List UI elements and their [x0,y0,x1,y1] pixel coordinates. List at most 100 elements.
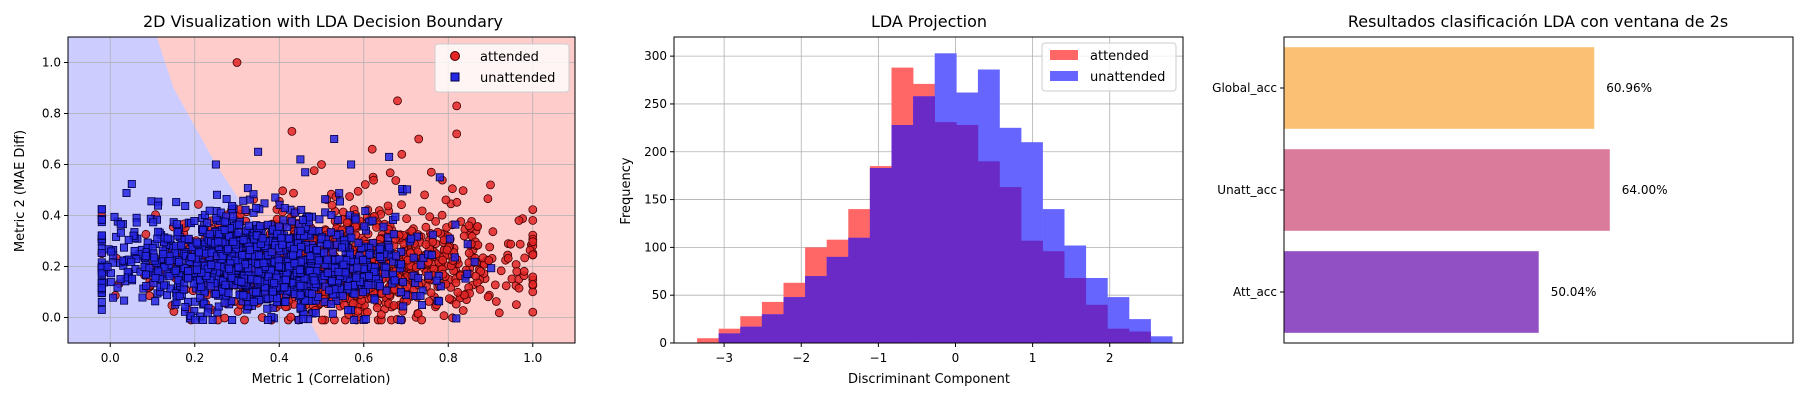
chart1-legend-box [434,43,570,93]
point-attended [369,175,379,185]
point-unattended [391,251,400,260]
xtick-label: 1 [1029,351,1037,365]
legend-unattended-swatch [1050,71,1078,81]
point-unattended [361,315,370,324]
point-unattended [379,222,388,231]
point-unattended [234,228,243,237]
point-attended [421,222,431,232]
point-unattended [203,218,212,227]
point-unattended [359,255,368,264]
point-unattended [275,222,284,231]
point-unattended [225,232,234,241]
point-unattended [120,243,129,252]
point-unattended [175,257,184,266]
point-unattended [175,291,184,300]
point-unattended [389,230,398,239]
point-unattended [299,314,308,323]
point-unattended [97,283,106,292]
chart1-legend: attended unattended [434,43,570,93]
xtick-label: 2 [1106,351,1114,365]
point-unattended [427,251,436,260]
point-unattended [382,286,391,295]
point-unattended [268,287,277,296]
point-attended [473,222,483,231]
point-attended [397,149,407,159]
point-unattended [345,226,354,235]
point-attended [444,294,454,304]
point-unattended [323,255,332,264]
point-unattended [451,220,460,229]
point-unattended [311,308,320,317]
point-attended [451,278,461,288]
point-unattended [212,190,221,199]
point-attended [383,201,393,211]
point-attended [393,96,402,106]
point-attended [309,166,319,176]
point-attended [528,272,538,282]
point-attended [528,205,538,215]
point-attended [417,206,427,216]
point-unattended [385,152,394,161]
point-unattended [320,248,329,257]
hist-bar-overlap [891,125,914,343]
point-attended [483,194,493,204]
point-unattended [97,205,106,214]
point-unattended [280,283,289,292]
point-unattended [128,274,137,283]
point-unattended [335,197,344,206]
point-attended [414,134,424,144]
point-attended [287,127,297,136]
point-unattended [337,243,346,252]
point-attended [438,255,448,265]
point-unattended [184,274,193,283]
point-unattended [138,293,147,302]
point-attended [193,199,203,209]
point-unattended [254,147,263,156]
point-unattended [416,291,425,300]
point-unattended [172,198,181,207]
point-unattended [127,257,136,266]
point-unattended [274,262,283,271]
chart2-ticks: −3 −2 −1 0 1 2 0 50 100 150 200 250 300 [644,49,1113,365]
point-unattended [358,288,367,297]
point-unattended [234,220,243,229]
point-attended [490,280,500,290]
point-unattended [116,275,125,284]
value-label: 60.96% [1606,81,1652,95]
point-unattended [165,272,174,281]
category-label: Unatt_acc [1217,183,1277,197]
point-attended [528,250,538,260]
point-unattended [361,206,370,215]
hist-bar-unattended [1150,336,1173,343]
hist-bar-overlap [1042,251,1065,343]
point-unattended [390,276,399,285]
point-attended [441,195,451,205]
point-unattended [330,135,339,144]
point-unattended [124,235,133,244]
point-attended [494,308,504,318]
chart1-ticks: 0.0 0.2 0.4 0.6 0.8 1.0 0.0 0.2 0.4 0.6 0.8 1.0 [42,56,542,366]
chart2-frame [673,36,1184,344]
point-unattended [270,279,279,288]
point-unattended [463,269,472,278]
point-unattended [223,245,232,254]
chart2-bars [697,53,1173,344]
point-unattended [279,216,288,225]
hist-bar-overlap [977,161,1000,343]
point-attended [528,280,538,289]
point-unattended [179,285,188,294]
point-attended [503,253,513,263]
point-unattended [254,267,263,276]
point-unattended [97,248,106,257]
point-unattended [147,197,156,206]
chart1-xlabel: Metric 1 (Correlation) [252,372,391,387]
point-attended [520,253,530,263]
hist-bar-overlap [761,314,784,343]
point-unattended [253,276,262,285]
chart3-title: Resultados clasificación LDA con ventana… [1348,12,1728,31]
point-unattended [97,215,106,224]
point-attended [459,231,469,241]
point-unattended [424,271,433,280]
point-unattended [221,280,230,289]
point-unattended [272,294,281,303]
